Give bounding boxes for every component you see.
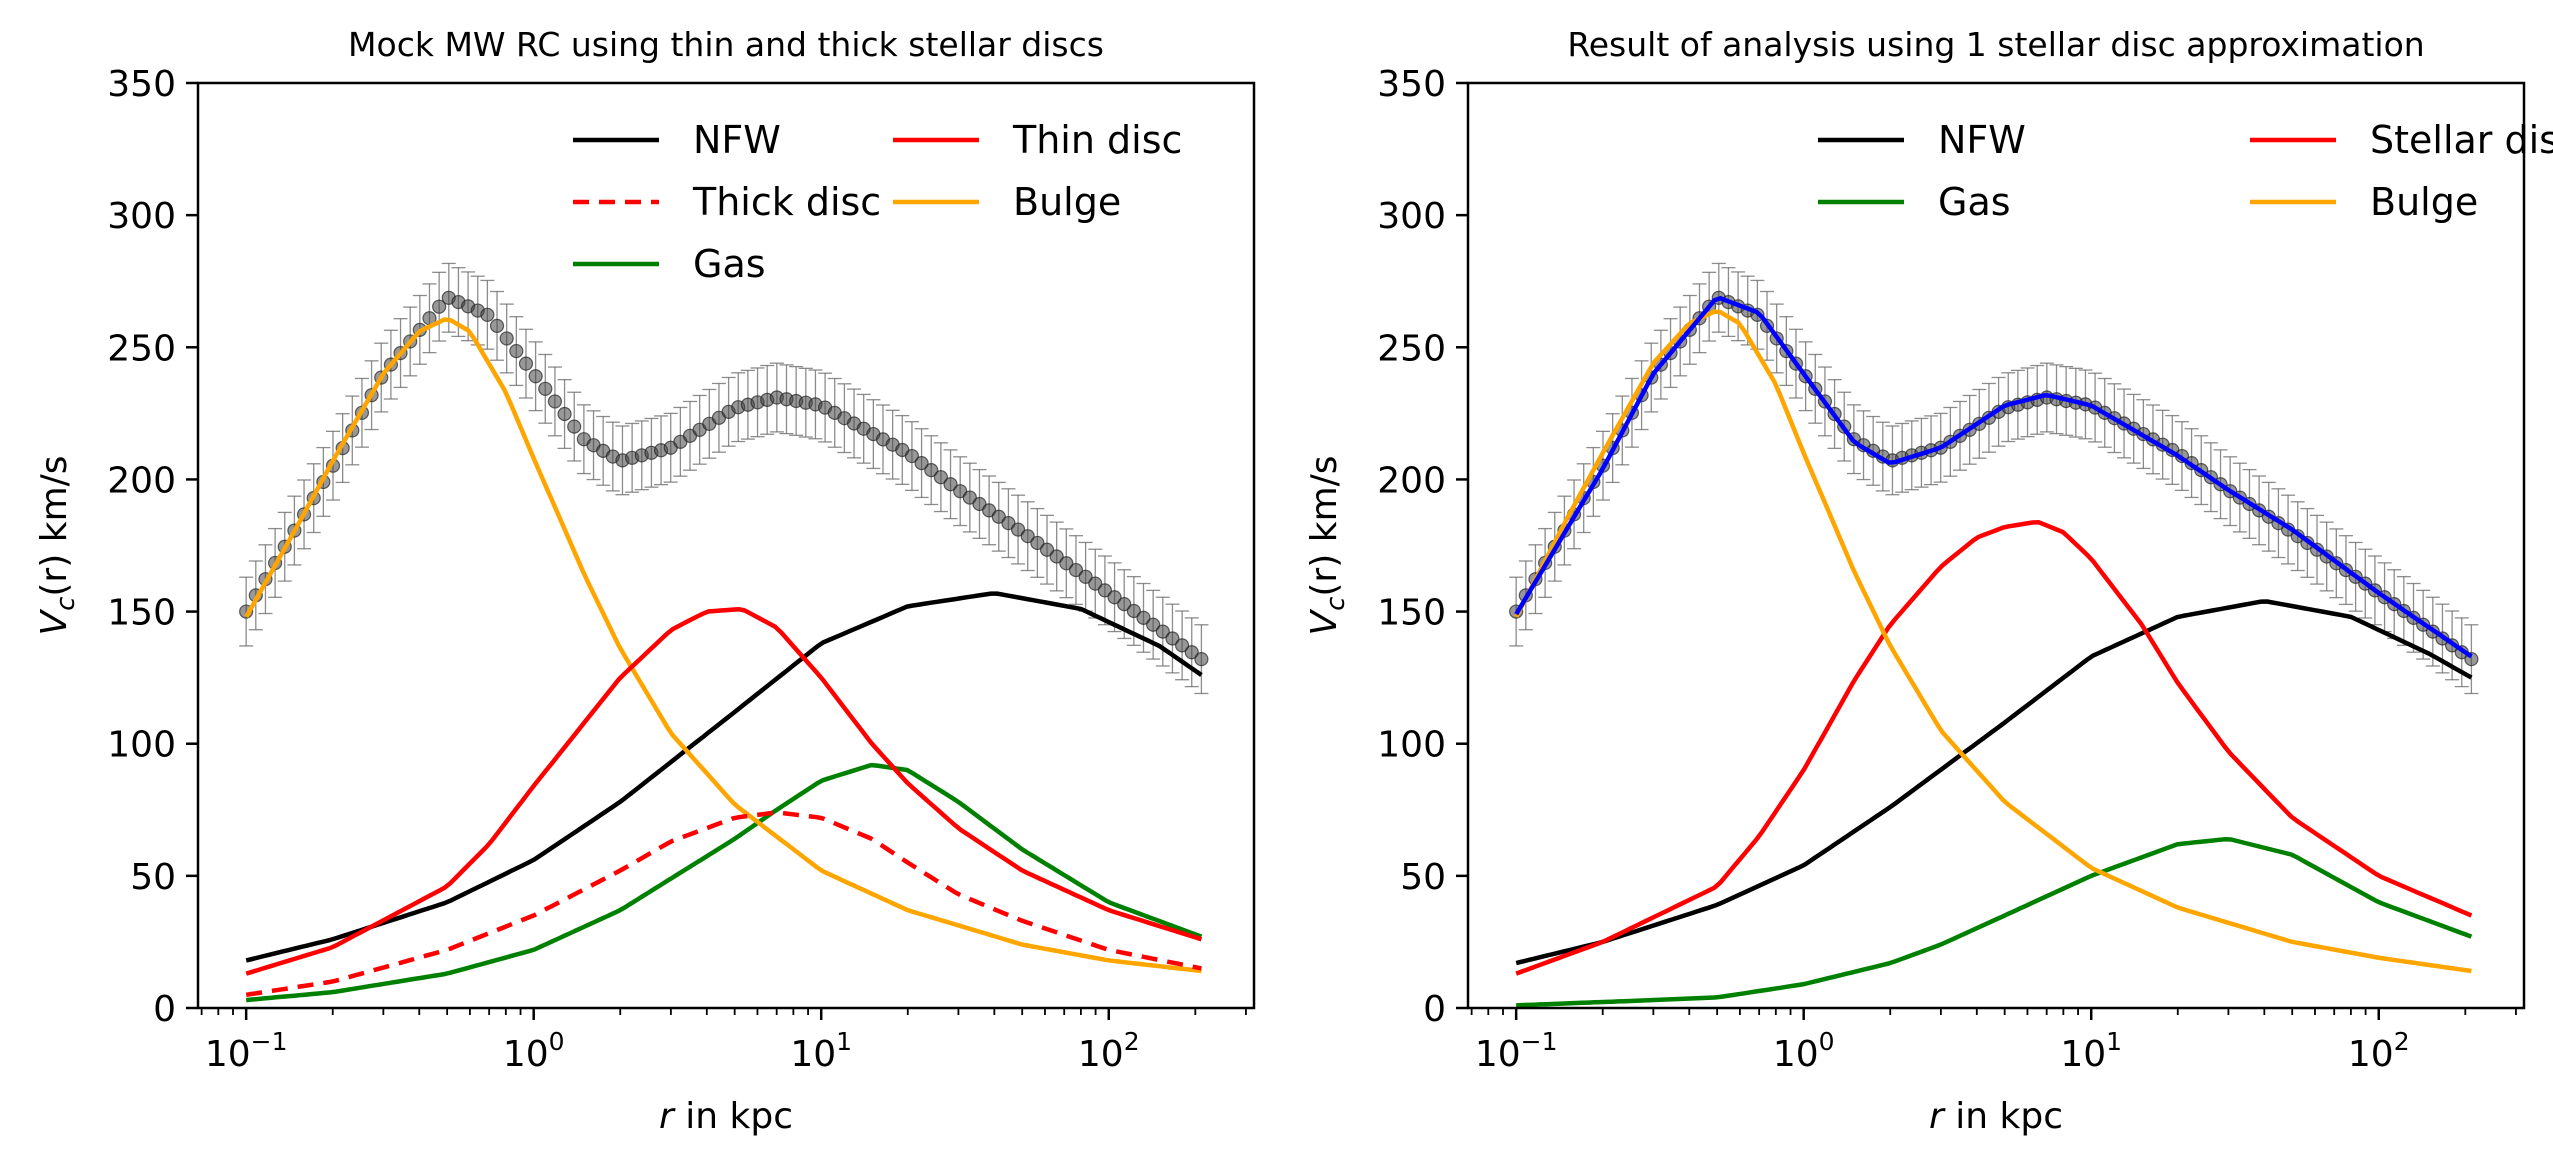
- data-point: [962, 490, 977, 505]
- fit-line: [1514, 295, 2473, 659]
- data-point: [567, 419, 582, 434]
- x-tick-label: 100: [1773, 1027, 1835, 1075]
- series-line-thick-disc: [245, 810, 1202, 998]
- legend-label: Gas: [1938, 180, 2011, 224]
- data-point: [1020, 529, 1035, 544]
- data-point: [982, 503, 997, 518]
- data-point: [1088, 576, 1103, 591]
- data-point: [1059, 556, 1074, 571]
- data-point: [499, 331, 514, 346]
- data-point: [1136, 610, 1151, 625]
- y-tick-label: 250: [1377, 328, 1446, 369]
- y-tick-label: 0: [1423, 989, 1446, 1030]
- y-tick-label: 150: [1377, 593, 1446, 634]
- data-point: [1117, 596, 1132, 612]
- y-tick-label: 50: [130, 857, 176, 898]
- series-line-bulge: [1514, 309, 2472, 974]
- series-line-bulge: [244, 317, 1202, 974]
- x-tick-label: 10−1: [1475, 1027, 1558, 1075]
- y-tick-label: 50: [1400, 857, 1446, 898]
- data-point: [1194, 652, 1209, 667]
- y-tick-label: 300: [107, 196, 176, 237]
- legend-label: NFW: [693, 118, 781, 162]
- chart-panel-left: Mock MW RC using thin and thick stellar …: [34, 25, 1256, 1137]
- data-point: [1068, 562, 1084, 578]
- y-tick-label: 100: [107, 725, 176, 766]
- y-axis-label: Vc(r) km/s: [1304, 455, 1351, 635]
- data-point: [1155, 624, 1170, 639]
- data-point: [528, 369, 543, 384]
- data-point: [924, 463, 939, 478]
- legend-label: Stellar disc: [2370, 118, 2553, 162]
- series-line-gas: [245, 762, 1203, 1003]
- data-point: [953, 484, 968, 499]
- y-tick-label: 350: [1377, 64, 1446, 105]
- legend-label: Thin disc: [1012, 118, 1182, 162]
- data-point: [1039, 542, 1055, 557]
- legend-label: NFW: [1938, 118, 2026, 162]
- legend-label: Bulge: [1013, 180, 1121, 224]
- series-line-gas: [1516, 836, 2473, 1008]
- data-point: [1030, 535, 1045, 551]
- x-tick-label: 102: [1078, 1027, 1140, 1075]
- axes-frame: [1466, 81, 2526, 1010]
- data-point: [1184, 645, 1199, 660]
- data-point: [432, 299, 447, 314]
- y-tick-label: 0: [153, 989, 176, 1030]
- data-point: [1146, 617, 1161, 632]
- data-point: [480, 307, 495, 322]
- data-point: [489, 318, 505, 333]
- data-point: [538, 381, 553, 396]
- legend-label: Bulge: [2370, 180, 2478, 224]
- data-point: [943, 477, 958, 492]
- y-tick-label: 150: [107, 593, 176, 634]
- data-point: [1010, 522, 1026, 537]
- legend-label: Gas: [693, 242, 766, 286]
- plot-area: [239, 262, 1209, 1003]
- chart-title: Result of analysis using 1 stellar disc …: [1567, 25, 2424, 64]
- x-axis-label: r in kpc: [659, 1096, 793, 1137]
- y-tick-label: 200: [1377, 460, 1446, 501]
- y-tick-label: 350: [107, 64, 176, 105]
- data-point: [1097, 583, 1113, 598]
- data-point: [904, 448, 920, 464]
- x-tick-label: 101: [2060, 1027, 2122, 1075]
- data-point: [933, 470, 948, 485]
- data-point: [547, 394, 563, 409]
- data-point: [1126, 603, 1141, 619]
- series-line-thin-disc: [245, 606, 1203, 976]
- x-tick-label: 100: [503, 1027, 565, 1075]
- data-point: [518, 356, 534, 371]
- data-point: [509, 343, 524, 359]
- y-tick-label: 300: [1377, 196, 1446, 237]
- data-point: [1049, 549, 1064, 564]
- series-line-nfw: [1515, 599, 2473, 966]
- x-tick-label: 102: [2348, 1027, 2410, 1075]
- data-point: [1175, 638, 1190, 653]
- legend-label: Thick disc: [692, 180, 881, 224]
- chart-panel-right: Result of analysis using 1 stellar disc …: [1304, 25, 2553, 1137]
- y-axis-label: Vc(r) km/s: [34, 455, 81, 635]
- plot-area: [1509, 262, 2479, 1008]
- data-point: [1001, 516, 1016, 531]
- data-point: [1078, 569, 1093, 584]
- series-line-nfw: [245, 591, 1203, 963]
- data-point: [991, 509, 1006, 524]
- x-tick-label: 10−1: [205, 1027, 288, 1075]
- y-tick-label: 200: [107, 460, 176, 501]
- axes-frame: [196, 81, 1256, 1010]
- chart-title: Mock MW RC using thin and thick stellar …: [348, 25, 1104, 64]
- data-point: [1165, 631, 1180, 646]
- series-line-stellar-disc: [1515, 520, 2473, 976]
- data-point: [972, 496, 987, 512]
- x-axis-label: r in kpc: [1929, 1096, 2063, 1137]
- data-point: [1107, 590, 1122, 605]
- data-point: [914, 455, 929, 471]
- y-tick-label: 250: [107, 328, 176, 369]
- y-tick-label: 100: [1377, 725, 1446, 766]
- data-point: [557, 406, 572, 422]
- x-tick-label: 101: [790, 1027, 852, 1075]
